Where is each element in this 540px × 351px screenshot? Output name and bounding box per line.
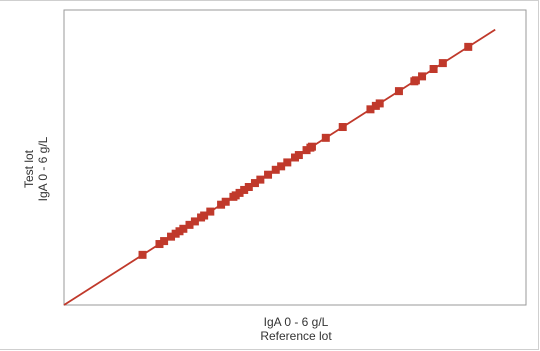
data-point [321,133,330,142]
x-axis-label: IgA 0 - 6 g/L Reference lot [260,315,331,343]
data-point [200,211,209,220]
data-point [190,217,199,226]
plot-area [63,9,527,306]
data-point [235,188,244,197]
data-point [429,65,438,73]
data-point [307,142,316,151]
data-point [438,59,447,68]
data-point [271,165,280,174]
data-point [338,123,347,132]
data-point [366,105,375,114]
data-point [294,151,303,160]
data-point [418,72,427,81]
data-point [167,232,176,241]
data-point [256,175,265,184]
data-point [155,240,164,249]
y-axis-label: Test lot IgA 0 - 6 g/L [22,137,50,202]
data-point [221,197,230,206]
data-point [185,220,194,229]
data-point [250,179,259,188]
data-point [464,42,473,51]
y-axis-label-line-2: IgA 0 - 6 g/L [36,136,50,202]
data-point [375,99,384,108]
data-point [244,183,253,191]
data-point [411,76,420,85]
data-point [179,224,188,233]
data-points [138,42,473,259]
data-point [160,237,169,246]
data-point [217,200,226,209]
data-point [283,158,292,167]
data-point [240,185,249,194]
data-point [138,250,147,259]
x-axis-label-line-1: IgA 0 - 6 g/L [263,315,329,329]
data-point [206,207,215,216]
x-axis-label-line-2: Reference lot [260,329,332,343]
data-point [277,162,286,171]
data-point [264,170,273,179]
y-axis-label-line-1: Test lot [22,150,36,189]
data-point [394,87,403,96]
